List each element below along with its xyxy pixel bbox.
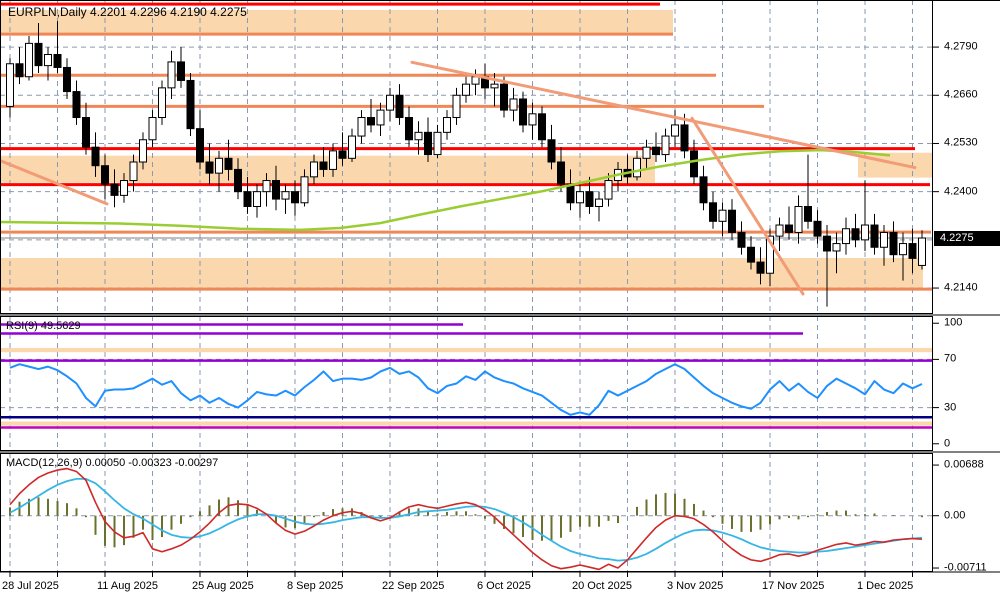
symbol-title: EURPLN,Daily 4.2201 4.2296 4.2190 4.2275 (8, 5, 247, 19)
time-axis-label: 28 Jul 2025 (2, 580, 59, 592)
rsi-axis-label: 30 (944, 401, 957, 414)
overlay-lines (0, 60, 917, 296)
time-axis-label: 6 Oct 2025 (477, 580, 531, 592)
price-axis-label: 4.2790 (944, 40, 978, 53)
time-axis-label: 3 Nov 2025 (667, 580, 724, 592)
rsi-axis-label: 70 (944, 352, 957, 365)
price-axis-label: 4.2140 (944, 281, 978, 294)
panel-borders (0, 0, 1000, 577)
time-axis-label: 1 Dec 2025 (857, 580, 914, 592)
rsi-indicator-label: RSI(9) 49.5629 (6, 320, 81, 332)
rsi-axis-label: 0 (944, 437, 951, 450)
current-price-value: 4.2275 (940, 231, 974, 244)
rsi-level-lines (0, 323, 933, 429)
rsi-line (9, 363, 923, 416)
price-axis-label: 4.2400 (944, 185, 978, 198)
time-axis-label: 22 Sep 2025 (382, 580, 445, 592)
time-axis-label: 20 Oct 2025 (572, 580, 632, 592)
time-axis-label: 8 Sep 2025 (287, 580, 344, 592)
time-axis-label: 17 Nov 2025 (762, 580, 825, 592)
time-axis-label: 25 Aug 2025 (192, 580, 254, 592)
current-price-tag: 4.2275 (934, 230, 1000, 246)
price-axis-label: 4.2660 (944, 88, 978, 101)
macd-axis-label: -0.00711 (944, 561, 987, 574)
macd-axis-label: 0.00688 (944, 458, 984, 471)
macd-indicator-label: MACD(12,26,9) 0.00050 -0.00323 -0.00297 (6, 457, 219, 469)
time-axis-label: 11 Aug 2025 (97, 580, 158, 592)
macd-lines (9, 467, 923, 571)
rsi-axis-label: 100 (944, 316, 963, 329)
macd-axis-label: 0.00 (944, 509, 966, 522)
price-axis-label: 4.2530 (944, 136, 978, 149)
